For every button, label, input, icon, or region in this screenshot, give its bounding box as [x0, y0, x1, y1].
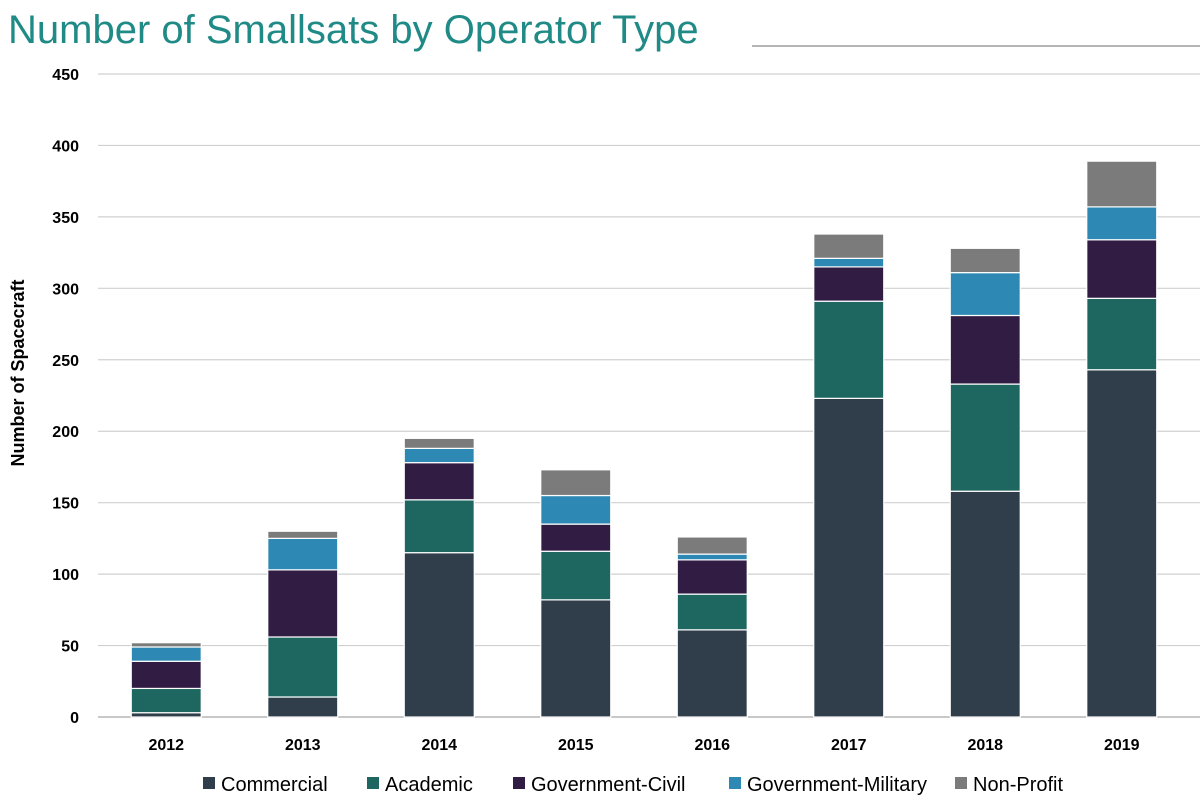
x-tick-label: 2018: [967, 737, 1003, 754]
bar-stack-2015: [540, 469, 612, 718]
bar-segment-commercial: [540, 599, 612, 718]
legend-label: Government-Civil: [531, 774, 685, 795]
bar-segment-commercial: [813, 397, 885, 718]
chart-title: Number of Smallsats by Operator Type: [8, 4, 705, 56]
bar-segment-government-military: [267, 537, 339, 571]
bar-segment-non-profit: [540, 469, 612, 497]
bar-stack-2017: [813, 233, 885, 718]
legend-swatch: [729, 777, 741, 789]
bar-segment-government-military: [1086, 206, 1158, 241]
bars: [130, 160, 1158, 718]
bar-segment-government-civil: [813, 266, 885, 302]
bar-stack-2014: [403, 437, 475, 718]
x-tick-label: 2016: [694, 737, 730, 754]
x-tick-label: 2017: [831, 737, 867, 754]
bar-segment-academic: [949, 383, 1021, 492]
bar-segment-non-profit: [949, 247, 1021, 274]
y-tick-label: 150: [52, 496, 79, 513]
bar-segment-government-civil: [130, 660, 202, 690]
y-tick-label: 100: [52, 567, 79, 584]
y-tick-label: 350: [52, 210, 79, 227]
bar-segment-non-profit: [676, 536, 748, 555]
legend-item: Non-Profit: [955, 774, 1063, 795]
x-tick-label: 2013: [285, 737, 321, 754]
x-tick-label: 2012: [148, 737, 184, 754]
bar-segment-academic: [130, 687, 202, 714]
legend: Commercial Academic Government-Civil Govern…: [203, 774, 1063, 795]
legend-item: Government-Civil: [513, 774, 685, 795]
bar-segment-non-profit: [1086, 160, 1158, 208]
bar-segment-non-profit: [403, 437, 475, 449]
x-tick-labels: 2012 2013 2014 2015 2016 2017 2018 2019: [148, 737, 1139, 754]
bar-segment-commercial: [949, 490, 1021, 718]
y-tick-label: 300: [52, 281, 79, 298]
y-tick-label: 450: [52, 67, 79, 84]
bar-segment-government-military: [403, 447, 475, 464]
bar-segment-commercial: [676, 629, 748, 718]
legend-label: Non-Profit: [973, 774, 1063, 795]
legend-swatch: [955, 777, 967, 789]
bar-segment-commercial: [403, 552, 475, 718]
x-tick-label: 2019: [1104, 737, 1140, 754]
legend-item: Government-Military: [729, 774, 927, 795]
x-tick-label: 2015: [558, 737, 594, 754]
gridlines: [98, 73, 1200, 718]
bar-segment-government-civil: [1086, 239, 1158, 299]
bar-segment-academic: [540, 550, 612, 601]
bar-segment-non-profit: [813, 233, 885, 259]
bar-stack-2013: [267, 530, 339, 718]
bar-stack-2019: [1086, 160, 1158, 718]
y-tick-label: 250: [52, 353, 79, 370]
y-tick-label: 200: [52, 424, 79, 441]
bar-segment-commercial: [1086, 369, 1158, 718]
y-tick-labels: 0 50 100 150 200 250 300 350 400 450: [52, 67, 79, 727]
bar-segment-government-civil: [949, 314, 1021, 385]
y-tick-label: 0: [70, 710, 79, 727]
bar-segment-government-military: [130, 646, 202, 662]
bar-segment-government-civil: [403, 462, 475, 501]
bar-segment-non-profit: [267, 530, 339, 539]
bar-stack-2018: [949, 247, 1021, 718]
title-rule: [752, 45, 1200, 47]
bar-segment-government-civil: [540, 523, 612, 552]
bar-segment-academic: [813, 300, 885, 399]
y-axis-label: Number of Spacecraft: [8, 279, 28, 466]
bar-segment-government-military: [813, 257, 885, 268]
bar-segment-commercial: [267, 696, 339, 718]
bar-segment-government-military: [540, 494, 612, 525]
x-tick-label: 2014: [421, 737, 457, 754]
bar-segment-academic: [1086, 297, 1158, 371]
legend-label: Commercial: [221, 774, 328, 795]
bar-segment-academic: [403, 499, 475, 554]
legend-item: Commercial: [203, 774, 328, 795]
bar-segment-non-profit: [130, 642, 202, 648]
legend-label: Government-Military: [747, 774, 927, 795]
bar-segment-commercial: [130, 712, 202, 718]
y-tick-label: 50: [61, 639, 79, 656]
bar-segment-government-military: [949, 272, 1021, 317]
bar-segment-government-military: [676, 553, 748, 561]
bar-stack-2012: [130, 642, 202, 718]
bar-segment-government-civil: [676, 559, 748, 595]
bar-segment-academic: [267, 636, 339, 698]
legend-swatch: [367, 777, 379, 789]
legend-swatch: [513, 777, 525, 789]
legend-label: Academic: [385, 774, 473, 795]
y-tick-label: 400: [52, 138, 79, 155]
legend-item: Academic: [367, 774, 473, 795]
bar-segment-academic: [676, 593, 748, 631]
legend-swatch: [203, 777, 215, 789]
bar-segment-government-civil: [267, 569, 339, 638]
bar-stack-2016: [676, 536, 748, 718]
